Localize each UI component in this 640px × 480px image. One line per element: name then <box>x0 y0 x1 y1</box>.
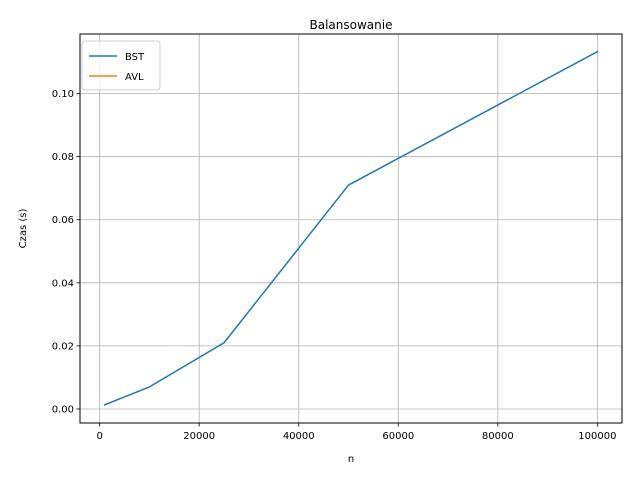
y-tick-label: 0.02 <box>52 341 74 352</box>
x-tick-label: 100000 <box>578 431 616 442</box>
x-axis-label: n <box>348 454 354 465</box>
legend-label-avl: AVL <box>125 72 144 83</box>
plot-frame <box>79 33 623 424</box>
grid <box>80 34 622 423</box>
y-tick-label: 0.10 <box>52 89 74 100</box>
x-tick-label: 40000 <box>283 431 315 442</box>
x-tick-label: 0 <box>96 431 102 442</box>
x-tick-label: 20000 <box>183 431 215 442</box>
chart-title: Balansowanie <box>310 18 393 32</box>
y-tick-label: 0.04 <box>52 278 74 289</box>
plot-background <box>80 34 622 423</box>
y-axis-label: Czas (s) <box>18 209 29 249</box>
x-tick-label: 60000 <box>382 431 414 442</box>
y-tick-label: 0.00 <box>52 404 74 415</box>
y-tick-label: 0.06 <box>52 215 74 226</box>
legend: BST AVL <box>81 40 161 91</box>
series-layer <box>103 50 599 406</box>
legend-label-bst: BST <box>125 52 145 63</box>
legend-box <box>81 40 161 91</box>
x-tick-label: 80000 <box>482 431 514 442</box>
series-line-bst <box>103 50 599 406</box>
y-tick-label: 0.08 <box>52 152 74 163</box>
x-axis-ticks: 0 20000 40000 60000 80000 100000 <box>96 423 616 442</box>
y-axis-ticks: 0.00 0.02 0.04 0.06 0.08 0.10 <box>52 89 80 415</box>
